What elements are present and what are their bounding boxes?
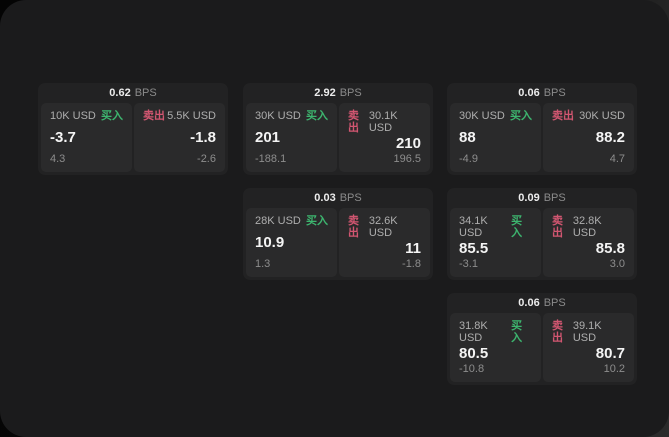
sell-panel[interactable]: 卖出 32.8K USD 85.8 3.0: [543, 208, 634, 277]
bps-unit-label: BPS: [339, 192, 362, 204]
buy-amount: 30K USD: [255, 110, 301, 122]
sell-amount: 5.5K USD: [167, 110, 216, 122]
buy-amount: 31.8K USD: [459, 320, 488, 344]
buy-panel[interactable]: 30K USD 买入 88 -4.9: [450, 103, 541, 172]
bps-value: 0.06: [518, 87, 540, 99]
buy-amount: 10K USD: [50, 110, 96, 122]
bps-value: 0.06: [518, 297, 540, 309]
buy-side-label: 买入: [511, 215, 523, 239]
buy-amount: 28K USD: [255, 215, 301, 227]
bps-unit-label: BPS: [543, 87, 566, 99]
buy-panel[interactable]: 28K USD 买入 10.9 1.3: [246, 208, 337, 277]
sell-side-label: 卖出: [348, 110, 359, 134]
sell-delta: 4.7: [609, 153, 625, 165]
buy-price: -3.7: [50, 128, 76, 146]
buy-price: 88: [459, 128, 476, 146]
sell-amount: 30K USD: [579, 110, 625, 122]
sell-price: 80.7: [595, 344, 625, 362]
sell-delta: 3.0: [609, 258, 625, 270]
sell-amount: 30.1K USD: [368, 110, 398, 134]
quote-card-6: 0.06 BPS 31.8K USD 买入 80.5 -10.8 卖出 39.1…: [447, 293, 637, 385]
buy-delta: 1.3: [255, 258, 271, 270]
buy-delta: -3.1: [459, 258, 478, 270]
sell-side-label: 卖出: [348, 215, 359, 239]
sell-side-label: 卖出: [552, 215, 563, 239]
bps-value: 2.92: [314, 87, 336, 99]
buy-panel[interactable]: 34.1K USD 买入 85.5 -3.1: [450, 208, 541, 277]
sell-panel[interactable]: 卖出 30K USD 88.2 4.7: [543, 103, 634, 172]
quote-card-2: 2.92 BPS 30K USD 买入 201 -188.1 卖出 30.1K …: [243, 83, 433, 175]
card-header: 0.62 BPS: [41, 83, 225, 103]
buy-side-label: 买入: [510, 110, 532, 122]
buy-amount: 34.1K USD: [459, 215, 488, 239]
buy-price: 80.5: [459, 344, 489, 362]
sell-amount: 39.1K USD: [572, 320, 602, 344]
bps-unit-label: BPS: [543, 297, 566, 309]
sell-amount: 32.6K USD: [368, 215, 398, 239]
card-header: 0.06 BPS: [450, 83, 634, 103]
sell-panel[interactable]: 卖出 32.6K USD 11 -1.8: [339, 208, 430, 277]
buy-side-label: 买入: [101, 110, 123, 122]
card-header: 0.06 BPS: [450, 293, 634, 313]
buy-price: 85.5: [459, 239, 489, 257]
sell-price: 88.2: [595, 128, 625, 146]
buy-amount: 30K USD: [459, 110, 505, 122]
quote-card-4: 0.03 BPS 28K USD 买入 10.9 1.3 卖出 32.6K US…: [243, 188, 433, 280]
buy-side-label: 买入: [306, 215, 328, 227]
buy-panel[interactable]: 30K USD 买入 201 -188.1: [246, 103, 337, 172]
quote-card-3: 0.06 BPS 30K USD 买入 88 -4.9 卖出 30K USD 8…: [447, 83, 637, 175]
sell-price: -1.8: [190, 128, 216, 146]
sell-side-label: 卖出: [143, 110, 165, 122]
buy-panel[interactable]: 10K USD 买入 -3.7 4.3: [41, 103, 132, 172]
quote-card-1: 0.62 BPS 10K USD 买入 -3.7 4.3 卖出 5.5K USD…: [38, 83, 228, 175]
sell-delta: 10.2: [603, 363, 625, 375]
buy-delta: -10.8: [459, 363, 485, 375]
bps-unit-label: BPS: [134, 87, 157, 99]
card-header: 2.92 BPS: [246, 83, 430, 103]
card-header: 0.03 BPS: [246, 188, 430, 208]
buy-side-label: 买入: [306, 110, 328, 122]
bps-unit-label: BPS: [339, 87, 362, 99]
quote-card-5: 0.09 BPS 34.1K USD 买入 85.5 -3.1 卖出 32.8K…: [447, 188, 637, 280]
buy-panel[interactable]: 31.8K USD 买入 80.5 -10.8: [450, 313, 541, 382]
bps-value: 0.03: [314, 192, 336, 204]
sell-delta: -1.8: [402, 258, 421, 270]
card-header: 0.09 BPS: [450, 188, 634, 208]
sell-amount: 32.8K USD: [572, 215, 602, 239]
bps-unit-label: BPS: [543, 192, 566, 204]
sell-side-label: 卖出: [552, 320, 563, 344]
buy-price: 201: [255, 128, 281, 146]
bps-value: 0.62: [109, 87, 131, 99]
buy-delta: -4.9: [459, 153, 478, 165]
sell-price: 85.8: [595, 239, 625, 257]
sell-panel[interactable]: 卖出 39.1K USD 80.7 10.2: [543, 313, 634, 382]
sell-delta: -2.6: [197, 153, 216, 165]
buy-delta: -188.1: [255, 153, 287, 165]
buy-side-label: 买入: [511, 320, 523, 344]
buy-price: 10.9: [255, 233, 285, 251]
sell-delta: 196.5: [393, 153, 421, 165]
bps-value: 0.09: [518, 192, 540, 204]
sell-price: 210: [395, 134, 421, 152]
sell-panel[interactable]: 卖出 5.5K USD -1.8 -2.6: [134, 103, 225, 172]
sell-price: 11: [405, 239, 421, 257]
sell-side-label: 卖出: [552, 110, 574, 122]
sell-panel[interactable]: 卖出 30.1K USD 210 196.5: [339, 103, 430, 172]
buy-delta: 4.3: [50, 153, 66, 165]
